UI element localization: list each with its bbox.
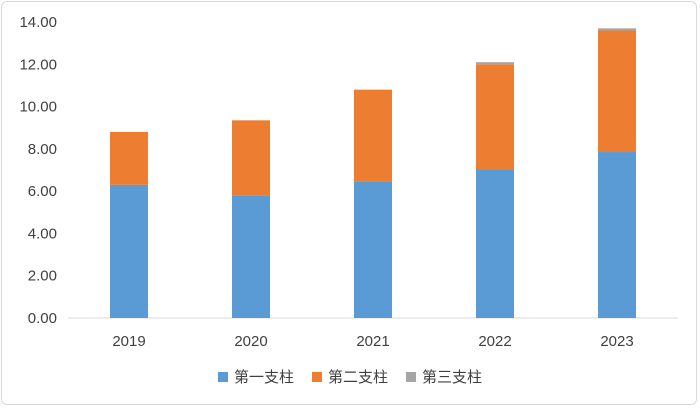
bar-segment-2019-series-1 bbox=[110, 184, 148, 318]
legend-swatch bbox=[217, 371, 228, 382]
bar-segment-2023-series-1 bbox=[598, 152, 636, 318]
y-axis-ticks: 0.00 2.00 4.00 6.00 8.00 10.00 12.00 14.00 bbox=[19, 14, 57, 327]
x-tick-label: 2019 bbox=[112, 333, 145, 350]
legend-swatch bbox=[406, 371, 416, 382]
x-tick-label: 2020 bbox=[234, 333, 267, 350]
x-tick-label: 2023 bbox=[600, 333, 633, 350]
bar-segment-2022-series-3 bbox=[476, 62, 514, 65]
y-tick-label: 0.00 bbox=[28, 310, 57, 327]
x-tick-label: 2022 bbox=[478, 333, 511, 350]
y-tick-label: 14.00 bbox=[19, 14, 57, 31]
y-tick-label: 8.00 bbox=[28, 141, 57, 158]
legend-item: 第一支柱 bbox=[217, 366, 294, 387]
legend-label: 第二支柱 bbox=[327, 368, 388, 386]
y-tick-label: 10.00 bbox=[19, 99, 57, 116]
bar-segment-2022-series-2 bbox=[476, 64, 514, 170]
legend-item: 第二支柱 bbox=[311, 366, 388, 387]
legend: 第一支柱 第二支柱 第三支柱 bbox=[0, 366, 700, 387]
y-tick-label: 12.00 bbox=[19, 56, 57, 73]
bar-segment-2023-series-3 bbox=[598, 28, 636, 31]
bars bbox=[110, 28, 636, 318]
bar-segment-2020-series-1 bbox=[232, 195, 270, 318]
bar-segment-2021-series-1 bbox=[354, 181, 392, 318]
bar-segment-2023-series-2 bbox=[598, 30, 636, 153]
legend-item: 第三支柱 bbox=[406, 366, 482, 387]
legend-swatch bbox=[311, 371, 322, 382]
y-tick-label: 4.00 bbox=[28, 225, 57, 242]
bar-segment-2020-series-2 bbox=[232, 120, 270, 196]
bar-segment-2022-series-1 bbox=[476, 170, 514, 318]
bar-segment-2021-series-2 bbox=[354, 89, 392, 182]
x-axis-ticks: 2019 2020 2021 2022 2023 bbox=[112, 333, 633, 350]
y-tick-label: 6.00 bbox=[28, 183, 57, 200]
bar-segment-2019-series-2 bbox=[110, 131, 148, 185]
legend-label: 第三支柱 bbox=[422, 368, 483, 386]
x-tick-label: 2021 bbox=[356, 333, 389, 350]
y-tick-label: 2.00 bbox=[28, 268, 57, 285]
legend-label: 第一支柱 bbox=[233, 368, 294, 386]
